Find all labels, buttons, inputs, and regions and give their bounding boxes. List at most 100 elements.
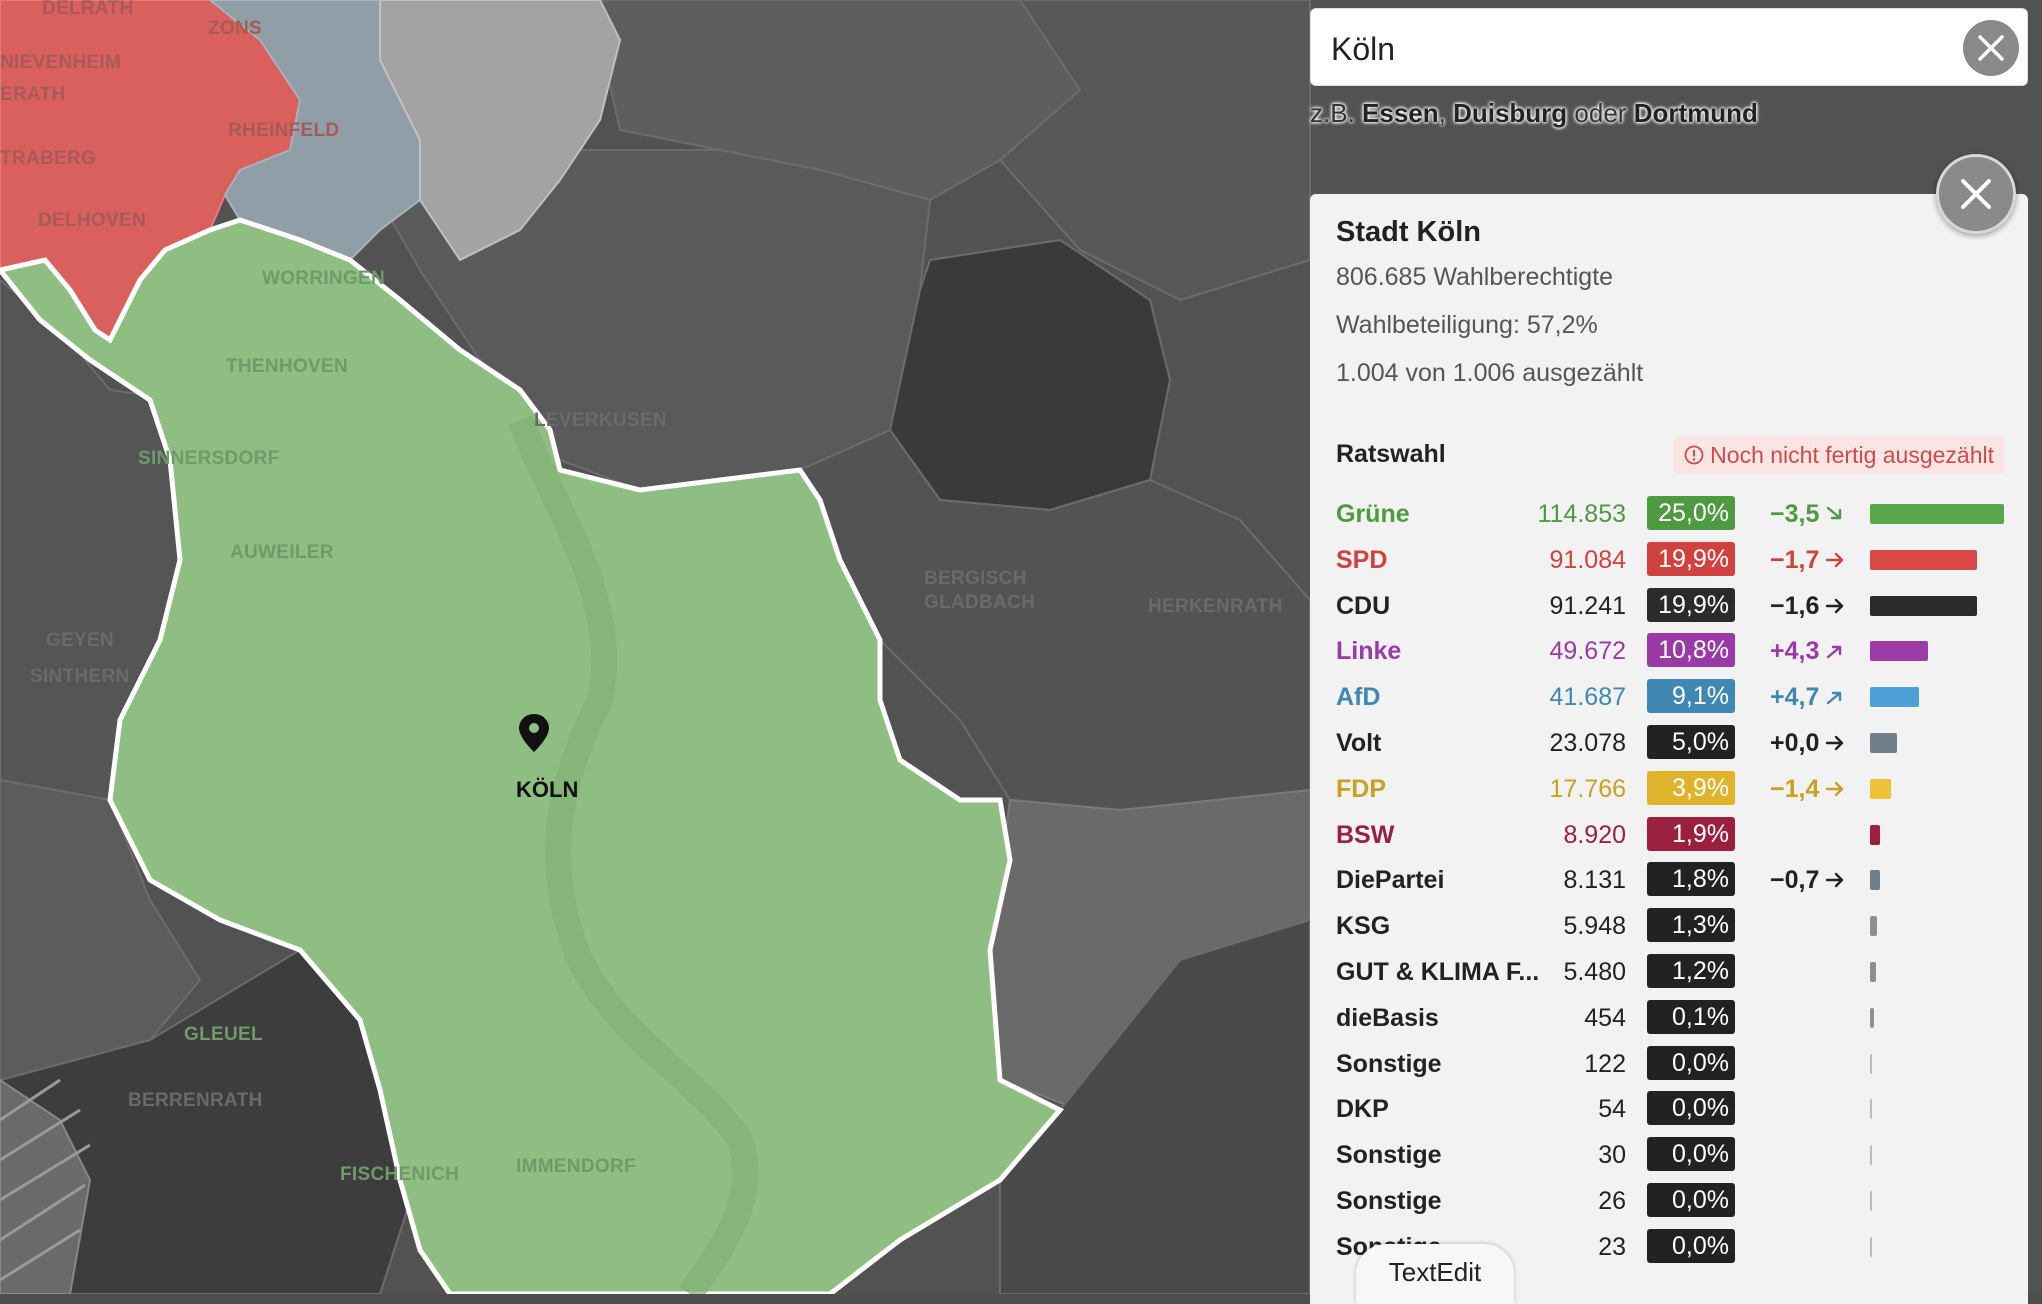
party-share-bar [1870, 962, 1877, 982]
party-change-value: −0,7 [1770, 866, 1820, 895]
party-name: FDP [1336, 774, 1386, 803]
map-label-geyen: GEYEN [46, 630, 114, 651]
trend-right-arrow-icon [1826, 598, 1844, 613]
party-change: −1,6 [1770, 592, 1845, 621]
results-panel: Stadt Köln 806.685 Wahlberechtigte Wahlb… [1310, 194, 2028, 1304]
party-name: Volt [1336, 729, 1382, 757]
party-name: AfD [1336, 683, 1381, 712]
party-row[interactable]: SPD 91.084 19,9% −1,7 [1310, 540, 2028, 586]
party-change-value: −1,7 [1770, 545, 1820, 574]
map-label-leverkusen: LEVERKUSEN [534, 410, 667, 431]
party-share-bar [1870, 641, 1928, 662]
party-name: DiePartei [1336, 866, 1445, 895]
hint-city-essen[interactable]: Essen [1362, 98, 1439, 128]
party-row[interactable]: BSW 8.920 1,9% [1310, 815, 2028, 861]
party-votes: 122 [1584, 1049, 1626, 1078]
party-row[interactable]: CDU 91.241 19,9% −1,6 [1310, 586, 2028, 632]
map-label-fischenich: FISCHENICH [340, 1164, 459, 1185]
party-name: Grüne [1336, 500, 1410, 528]
party-name: CDU [1336, 591, 1391, 620]
party-percentage-badge: 0,0% [1647, 1183, 1735, 1217]
party-votes: 26 [1598, 1187, 1626, 1215]
party-share-bar [1870, 595, 1977, 616]
hint-city-duisburg[interactable]: Duisburg [1453, 98, 1568, 128]
party-name: Sonstige [1336, 1141, 1442, 1170]
party-row[interactable]: dieBasis 454 0,1% [1310, 998, 2028, 1044]
party-percentage-badge: 19,9% [1647, 541, 1735, 576]
map-region-hatched[interactable] [0, 1078, 92, 1294]
search-clear-button[interactable] [1963, 20, 2019, 76]
turnout: Wahlbeteiligung: 57,2% [1336, 311, 1598, 339]
party-votes: 41.687 [1549, 683, 1626, 712]
party-votes: 8.131 [1563, 866, 1626, 895]
party-row[interactable]: FDP 17.766 3,9% −1,4 [1310, 769, 2028, 815]
party-percentage-badge: 25,0% [1647, 496, 1735, 530]
hint-or: oder [1567, 98, 1634, 128]
party-name: Linke [1336, 637, 1402, 666]
map-label-nievenheim: NIEVENHEIM [0, 52, 121, 73]
dock-textedit-tab[interactable]: TextEdit [1356, 1244, 1514, 1304]
party-share-bar [1870, 504, 2004, 524]
map-label-herkenrath: HERKENRATH [1148, 596, 1283, 617]
party-percentage-badge: 0,0% [1647, 1137, 1735, 1172]
party-percentage-badge: 1,2% [1647, 954, 1735, 988]
hint-city-dortmund[interactable]: Dortmund [1633, 98, 1758, 128]
results-header: Ratswahl Noch nicht fertig ausgezählt [1336, 436, 2016, 476]
party-row[interactable]: KSG 5.948 1,3% [1310, 906, 2028, 952]
map-label-bergisch: BERGISCH [924, 568, 1027, 589]
status-text: Noch nicht fertig ausgezählt [1710, 442, 1994, 468]
party-row[interactable]: Volt 23.078 5,0% +0,0 [1310, 723, 2028, 769]
map-label-gladbach: GLADBACH [924, 592, 1035, 613]
party-row[interactable]: DKP 54 0,0% [1310, 1089, 2028, 1135]
party-share-bar [1870, 824, 1881, 845]
party-percentage-badge: 5,0% [1647, 725, 1735, 759]
hint-separator: , [1438, 98, 1454, 128]
trend-up-arrow-icon [1827, 691, 1842, 705]
party-name: DKP [1336, 1095, 1389, 1124]
rhine-river [507, 415, 759, 1294]
party-row[interactable]: Linke 49.672 10,8% +4,3 [1310, 631, 2028, 677]
party-percentage-badge: 19,9% [1647, 587, 1735, 622]
party-votes: 91.241 [1549, 591, 1626, 620]
party-percentage-badge: 9,1% [1647, 679, 1735, 714]
map-city-label: KÖLN [516, 777, 578, 802]
party-share-bar [1870, 1191, 1872, 1211]
search-input[interactable] [1329, 23, 1933, 75]
party-row[interactable]: AfD 41.687 9,1% +4,7 [1310, 677, 2028, 723]
party-change: −3,5 [1770, 500, 1845, 529]
party-row[interactable]: Grüne 114.853 25,0% −3,5 [1310, 494, 2028, 540]
location-pin-icon[interactable] [519, 714, 549, 752]
party-votes: 114.853 [1537, 500, 1626, 528]
map-label-delhoven: DELHOVEN [38, 210, 146, 231]
map-label-zons: ZONS [208, 18, 262, 39]
party-votes: 17.766 [1549, 774, 1626, 803]
party-row[interactable]: Sonstige 122 0,0% [1310, 1044, 2028, 1090]
party-votes: 5.480 [1563, 958, 1626, 986]
trend-right-arrow-icon [1826, 735, 1844, 751]
party-percentage-badge: 1,3% [1647, 908, 1735, 943]
party-row[interactable]: DiePartei 8.131 1,8% −0,7 [1310, 860, 2028, 906]
close-icon [1978, 35, 2004, 61]
party-change: −0,7 [1770, 866, 1845, 895]
map-region-koeln-selected[interactable] [0, 217, 1064, 1294]
map-label-erath: ERATH [0, 84, 66, 105]
party-row[interactable]: GUT & KLIMA F... 5.480 1,2% [1310, 952, 2028, 998]
party-share-bar [1870, 549, 1977, 570]
party-votes: 30 [1598, 1141, 1626, 1170]
party-row[interactable]: Sonstige 30 0,0% [1310, 1135, 2028, 1181]
party-percentage-badge: 1,9% [1647, 816, 1735, 851]
party-votes: 23 [1598, 1232, 1626, 1261]
party-share-bar [1870, 1053, 1872, 1074]
party-name: Sonstige [1336, 1049, 1442, 1078]
panel-close-button[interactable] [1936, 154, 2016, 234]
map-label-auweiler: AUWEILER [230, 542, 334, 563]
party-name: BSW [1336, 820, 1395, 849]
party-row[interactable]: Sonstige 26 0,0% [1310, 1181, 2028, 1227]
municipality-title: Stadt Köln [1336, 216, 1481, 248]
hint-prefix: z.B. [1310, 98, 1363, 128]
map-region-langenfeld[interactable] [379, 0, 622, 262]
party-percentage-badge: 10,8% [1647, 633, 1735, 668]
party-percentage-badge: 3,9% [1647, 770, 1735, 805]
eligible-voters: 806.685 Wahlberechtigte [1336, 263, 1614, 291]
status-badge: Noch nicht fertig ausgezählt [1674, 436, 2004, 474]
